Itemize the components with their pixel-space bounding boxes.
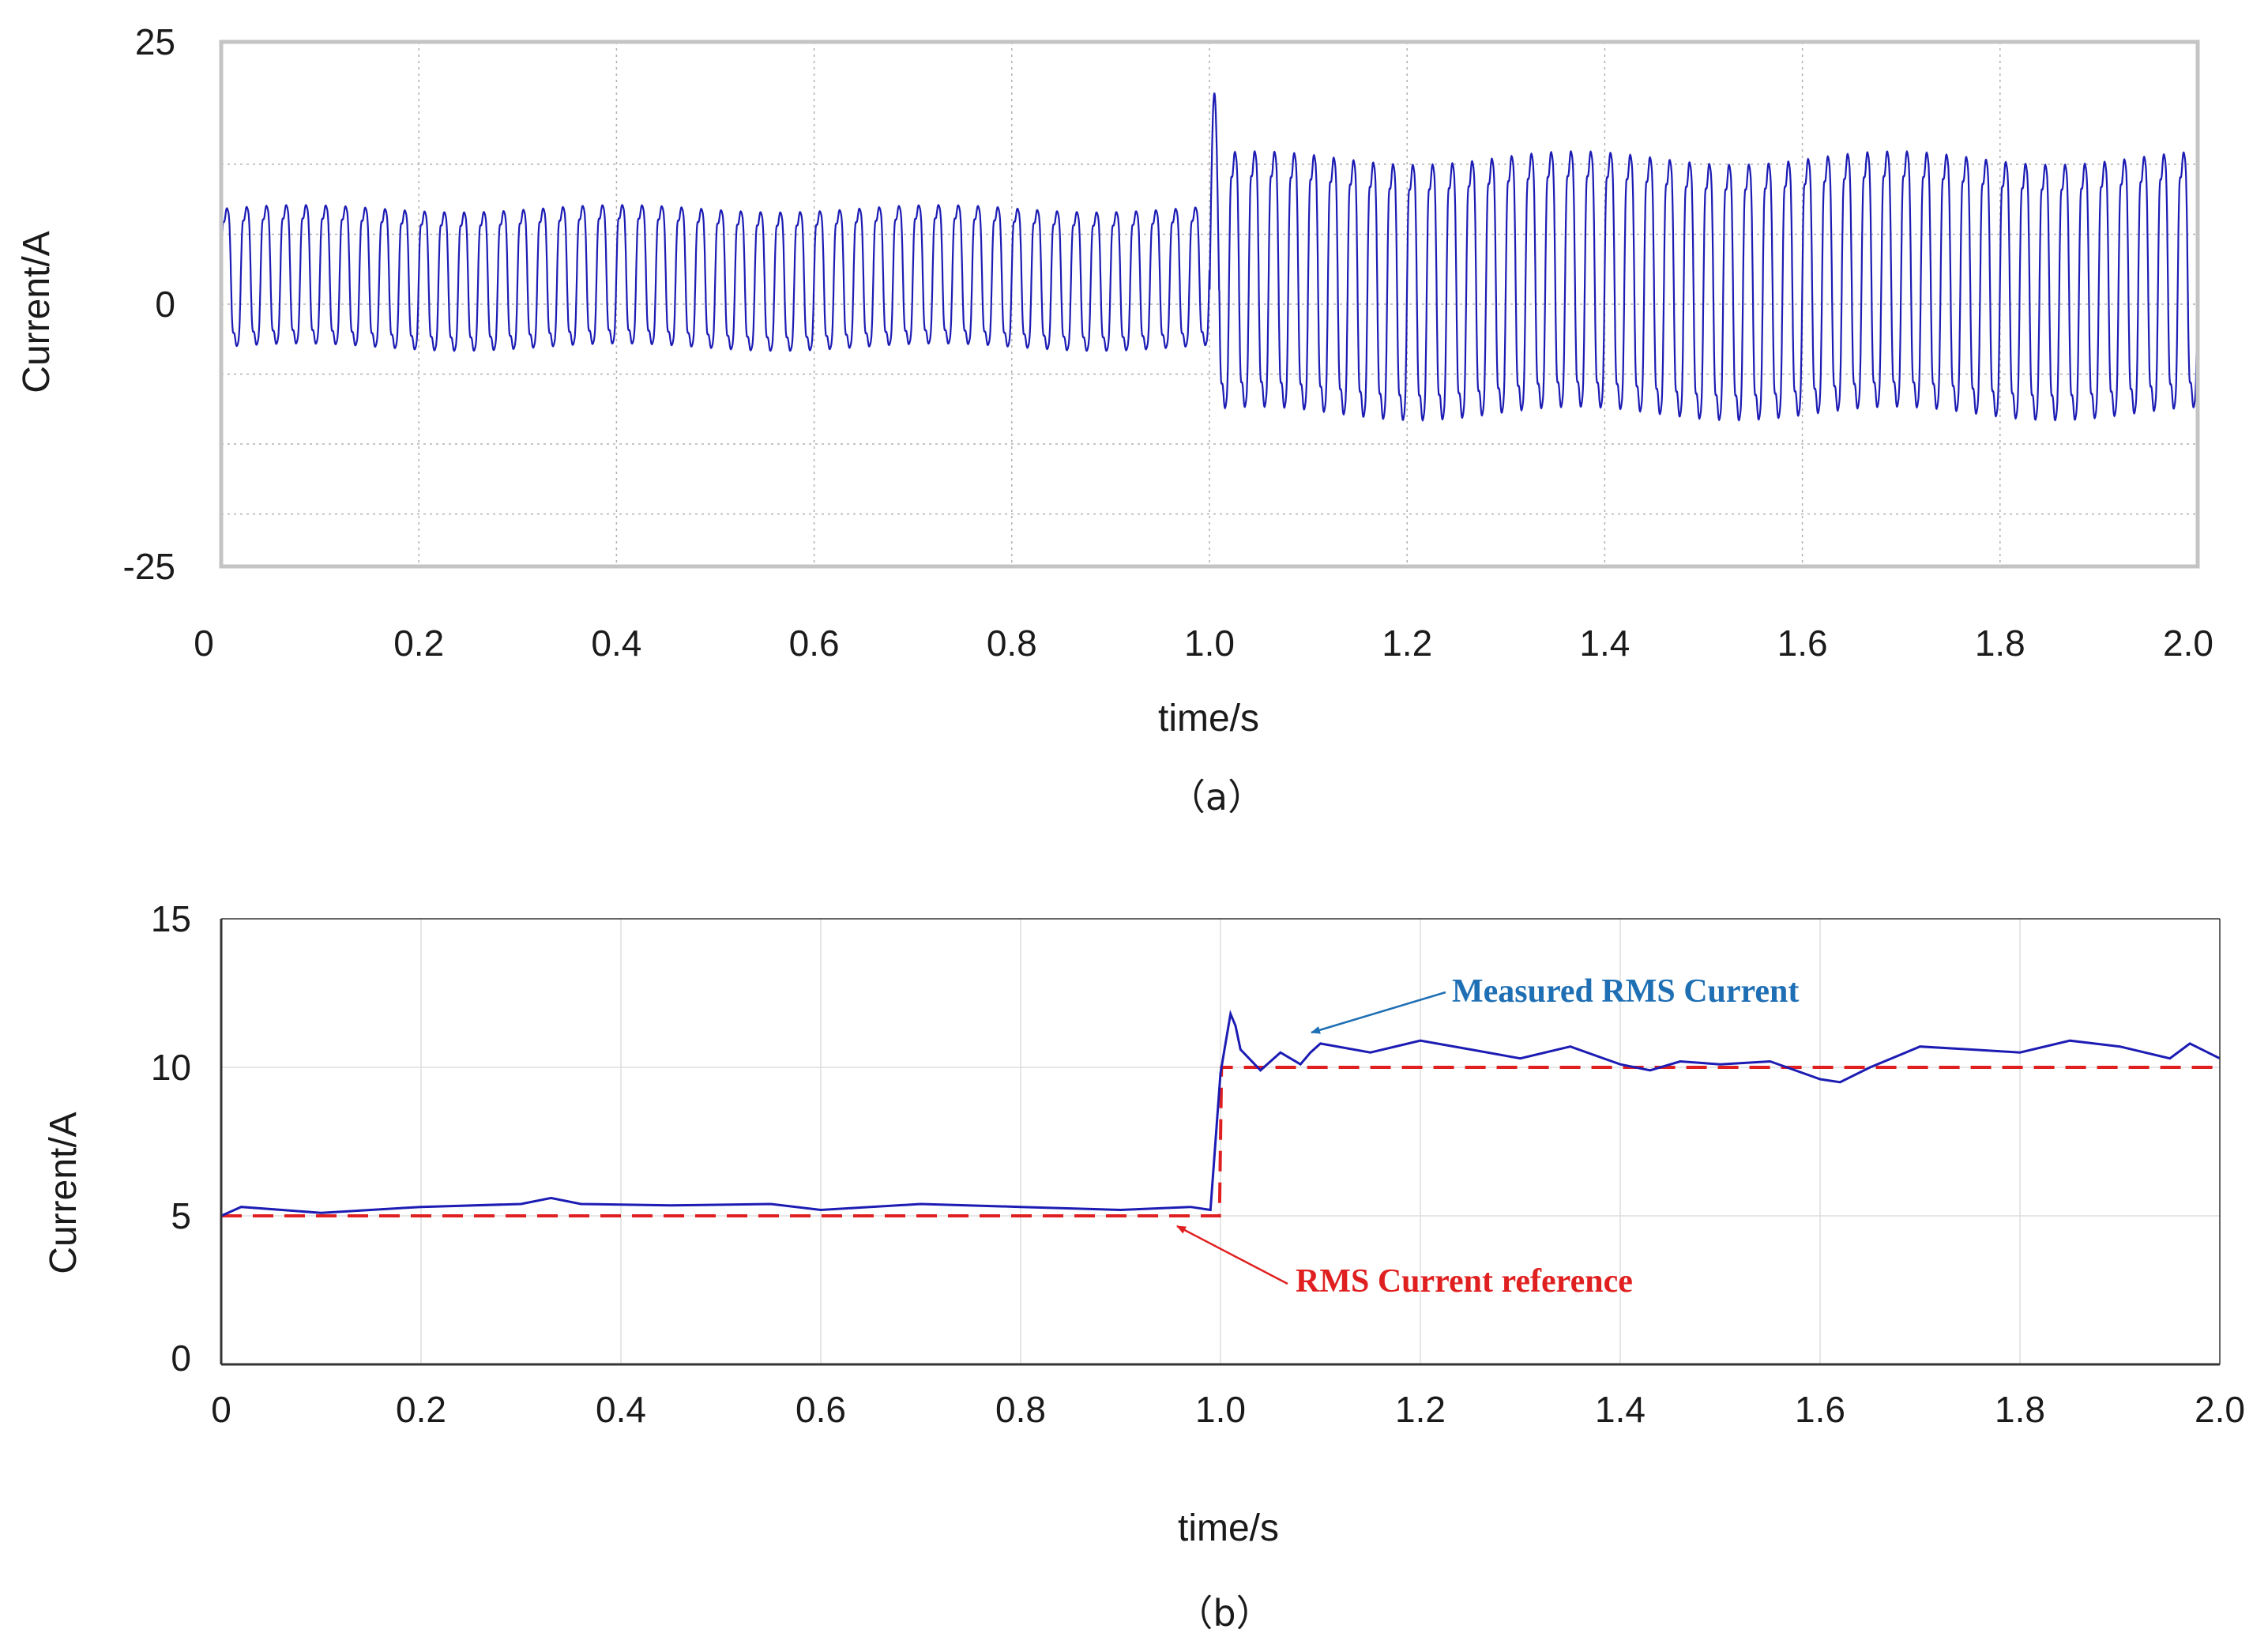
chart-b-xtick-label: 1.8	[1995, 1389, 2045, 1430]
chart-b-measured-rms-line	[220, 1009, 2221, 1217]
chart-b-y-tick-labels: 15 10 5 0	[151, 898, 191, 1379]
chart-a-x-axis-label: time/s	[1158, 698, 1259, 739]
chart-b-measured-annotation-arrow	[1311, 991, 1446, 1034]
chart-a-x-tick-labels: 0 0.2 0.4 0.6 0.8 1.0 1.2 1.4 1.6 1.8 2.…	[194, 623, 2213, 664]
chart-a-xtick-label: 0.6	[789, 623, 840, 664]
chart-a-plot-frame	[219, 40, 2200, 569]
chart-a: 25 0 -25 0 0.2 0.4 0.6 0.8 1.0 1.2 1.4 1…	[16, 21, 2213, 818]
chart-b-xtick-label: 1.2	[1395, 1389, 1446, 1430]
chart-b-ytick-label: 0	[171, 1338, 191, 1379]
chart-a-xtick-label: 1.0	[1184, 623, 1235, 664]
chart-a-xtick-label: 0.8	[987, 623, 1037, 664]
chart-b-reference-line	[221, 1066, 2220, 1217]
chart-b-y-axis-label: Current/A	[43, 1112, 85, 1274]
chart-b-xtick-label: 0.2	[396, 1389, 446, 1430]
chart-b-measured-annotation: Measured RMS Current	[1452, 973, 1799, 1010]
chart-b-xtick-label: 2.0	[2195, 1389, 2245, 1430]
chart-b-xtick-label: 0.4	[596, 1389, 646, 1430]
chart-b-ytick-label: 15	[151, 898, 191, 939]
chart-b-xtick-label: 1.4	[1595, 1389, 1646, 1430]
chart-a-xtick-label: 2.0	[2163, 623, 2213, 664]
chart-b-ytick-label: 10	[151, 1047, 191, 1088]
chart-a-y-tick-labels: 25 0 -25	[123, 21, 175, 587]
chart-b: 15 10 5 0 0 0.2 0.4 0.6 0.8 1.0 1.2 1.4 …	[43, 898, 2245, 1635]
chart-a-xtick-label: 1.6	[1777, 623, 1828, 664]
chart-a-ytick-label: 0	[155, 284, 175, 325]
chart-b-x-axis-label: time/s	[1178, 1507, 1279, 1549]
chart-a-ytick-label: -25	[123, 546, 175, 587]
chart-b-reference-annotation-arrow	[1176, 1225, 1288, 1285]
chart-a-xtick-label: 1.2	[1382, 623, 1432, 664]
chart-a-caption: （a）	[1169, 776, 1264, 818]
chart-a-current-waveform	[220, 92, 2199, 422]
chart-a-xtick-label: 1.4	[1579, 623, 1630, 664]
chart-a-xtick-label: 1.8	[1975, 623, 2025, 664]
chart-a-xtick-label: 0.2	[393, 623, 444, 664]
chart-b-ytick-label: 5	[171, 1195, 191, 1236]
chart-b-xtick-label: 1.6	[1795, 1389, 1845, 1430]
chart-a-xtick-label: 0.4	[591, 623, 641, 664]
chart-b-caption: （b）	[1176, 1592, 1272, 1635]
chart-b-xtick-label: 0.6	[795, 1389, 846, 1430]
chart-b-reference-annotation: RMS Current reference	[1296, 1263, 1633, 1300]
chart-b-x-tick-labels: 0 0.2 0.4 0.6 0.8 1.0 1.2 1.4 1.6 1.8 2.…	[211, 1389, 2245, 1430]
chart-b-xtick-label: 0	[211, 1389, 231, 1430]
chart-b-xtick-label: 0.8	[995, 1389, 1046, 1430]
chart-a-y-axis-label: Current/A	[16, 231, 58, 393]
chart-a-xtick-label: 0	[194, 623, 214, 664]
chart-a-ytick-label: 25	[135, 21, 175, 62]
chart-b-xtick-label: 1.0	[1195, 1389, 1246, 1430]
